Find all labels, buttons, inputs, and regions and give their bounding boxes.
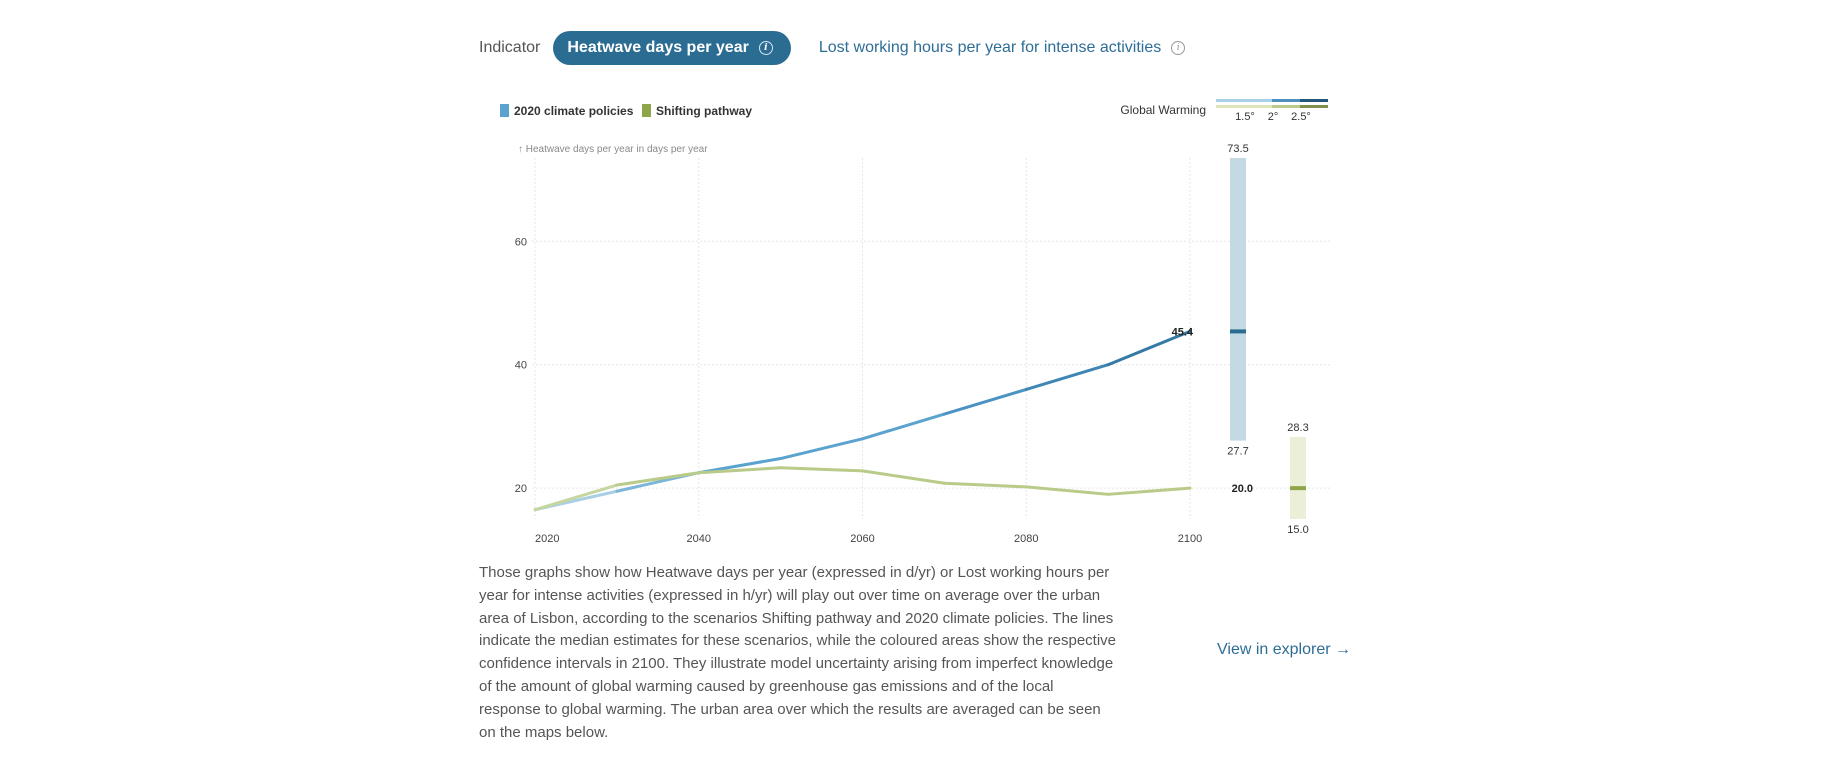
tab-lost-working-hours-label: Lost working hours per year for intense … — [818, 39, 1162, 56]
legend-item-shifting-pathway-label: Shifting pathway — [656, 104, 752, 118]
policies-line-segment — [1106, 329, 1192, 367]
x-tick-label: 2080 — [1014, 533, 1038, 545]
global-warming-level-label: 2° — [1268, 111, 1279, 123]
shifting-line-segment — [861, 469, 946, 485]
info-icon[interactable]: i — [1171, 41, 1186, 55]
policies-line-segment — [861, 412, 946, 441]
x-tick-label: 2040 — [687, 533, 711, 545]
shifting-line-segment — [779, 466, 864, 473]
tab-heatwave-days-label: Heatwave days per year — [567, 39, 749, 56]
x-tick-label: 2020 — [535, 533, 559, 545]
policies-line-segment — [942, 387, 1028, 416]
shifting-line-segment — [1024, 485, 1110, 496]
shifting-line-segment — [697, 466, 783, 475]
x-tick-label: 2100 — [1178, 533, 1202, 545]
legend-item-2020-climate-policies-label: 2020 climate policies — [514, 104, 634, 118]
y-axis-label: ↑ Heatwave days per year in days per yea… — [518, 144, 708, 155]
legend-item-2020-climate-policies-swatch — [500, 104, 509, 117]
global-warming-label: Global Warming — [1120, 103, 1206, 117]
shifting-low-label: 15.0 — [1287, 524, 1308, 536]
shifting-line-segment — [533, 483, 619, 512]
shifting-line-segment — [942, 481, 1028, 489]
gw-bar-1-5-policies — [1216, 99, 1272, 102]
x-tick-label: 2060 — [850, 533, 874, 545]
shifting-median-label: 20.0 — [1232, 483, 1253, 495]
shifting-line-segment — [1106, 486, 1192, 496]
policies-high-label: 73.5 — [1227, 143, 1248, 155]
policies-confidence-band — [1230, 158, 1246, 441]
shifting-line-segment — [615, 471, 701, 487]
policies-line-segment — [697, 457, 783, 475]
policies-line-segment — [1024, 363, 1110, 391]
policies-median-label: 45.4 — [1172, 326, 1194, 338]
indicator-label: Indicator — [479, 39, 541, 56]
gw-bar-1-5-shifting — [1216, 105, 1272, 108]
legend-item-shifting-pathway-swatch — [642, 104, 651, 117]
info-icon[interactable]: i — [758, 41, 773, 55]
view-in-explorer-link[interactable]: View in explorer → — [1217, 641, 1351, 658]
global-warming-level-label: 2.5° — [1291, 111, 1311, 123]
policies-line-segment — [779, 437, 864, 461]
chart-description: Those graphs show how Heatwave days per … — [479, 564, 1117, 741]
gw-bar-2-5-shifting — [1300, 105, 1328, 108]
policies-median-marker — [1230, 329, 1246, 334]
y-tick-label: 40 — [515, 360, 527, 372]
global-warming-level-label: 1.5° — [1235, 111, 1255, 123]
gw-bar-2-shifting — [1272, 105, 1300, 108]
shifting-high-label: 28.3 — [1287, 422, 1308, 434]
y-tick-label: 20 — [515, 483, 527, 495]
policies-low-label: 27.7 — [1227, 446, 1248, 458]
tab-lost-working-hours[interactable]: Lost working hours per year for intense … — [818, 39, 1186, 57]
shifting-median-marker — [1290, 486, 1306, 491]
gw-bar-2-5-policies — [1300, 99, 1328, 102]
shifting-confidence-band — [1290, 436, 1306, 519]
y-tick-label: 60 — [515, 236, 527, 248]
indicator-selector: Indicator Heatwave days per year i Lost … — [479, 31, 1186, 65]
gw-bar-2-policies — [1272, 99, 1300, 102]
tab-heatwave-days[interactable]: Heatwave days per year i — [553, 31, 791, 65]
